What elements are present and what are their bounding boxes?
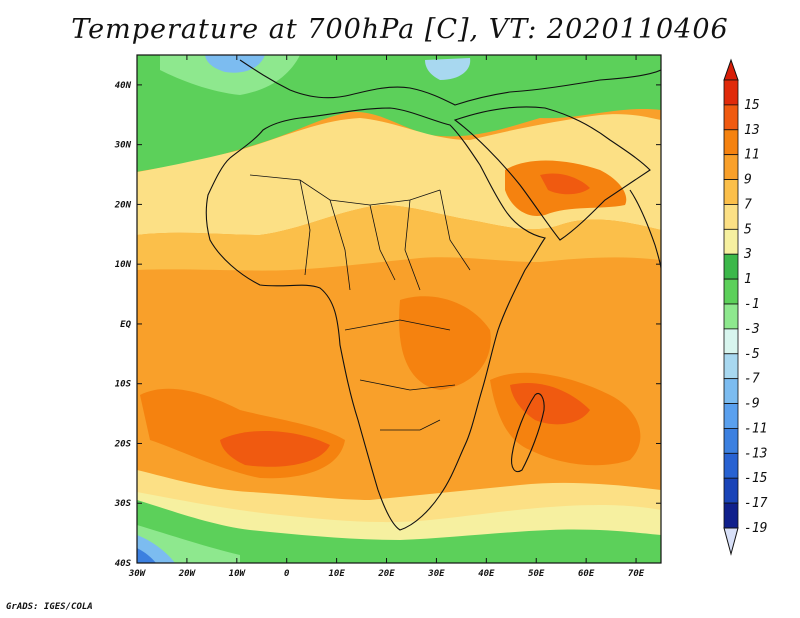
colorbar-swatch <box>723 179 739 205</box>
field-satlantic-hotter <box>220 430 330 467</box>
field-south-deepblue <box>137 548 156 563</box>
colorbar-label: -13 <box>744 446 767 461</box>
field-madagascar-hotter <box>510 382 590 425</box>
colorbar-label: 11 <box>744 148 760 163</box>
colorbar-label: 7 <box>744 197 752 212</box>
colorbar-label: 3 <box>743 247 752 262</box>
field-south-green <box>137 500 661 563</box>
map-frame <box>136 54 662 564</box>
colorbar-label: -9 <box>744 397 760 412</box>
india-coastline <box>629 189 661 269</box>
lon-tick-label: 20W <box>178 569 197 579</box>
colorbar-label: -1 <box>744 297 760 312</box>
lon-tick-label: 60E <box>578 569 595 579</box>
colorbar-swatch <box>723 502 739 529</box>
colorbar-label: 1 <box>744 272 752 287</box>
colorbar-swatch <box>723 204 739 230</box>
colorbar-swatch <box>723 129 739 156</box>
colorbar-swatch <box>723 477 739 504</box>
colorbar-label: 15 <box>744 98 760 113</box>
colorbar-bottom-arrow <box>723 527 739 556</box>
colorbar-label: -5 <box>744 347 760 362</box>
colorbar-label: 5 <box>744 222 752 237</box>
arabia-coastline <box>453 106 651 241</box>
colorbar-swatch <box>723 353 739 380</box>
colorbar-label: 9 <box>744 173 752 188</box>
field-north-blue <box>205 55 265 73</box>
colorbar-swatch <box>723 228 739 255</box>
colorbar-swatch <box>723 403 739 429</box>
field-arabia-hotter <box>540 173 590 195</box>
lat-tick-label: EQ <box>120 320 131 330</box>
colorbar-swatch <box>723 303 739 330</box>
colorbar-label: 13 <box>744 123 760 138</box>
lon-tick-label: 70E <box>628 569 645 579</box>
colorbar-label: -15 <box>744 471 768 486</box>
colorbar-swatch <box>723 452 739 479</box>
lon-tick-label: 30W <box>128 569 147 579</box>
lat-tick-label: 40N <box>115 81 132 91</box>
lat-tick-label: 20S <box>114 439 132 449</box>
colorbar-label: -7 <box>744 372 760 387</box>
lon-tick-label: 50E <box>528 569 545 579</box>
coastlines <box>205 59 661 531</box>
lat-tick-label: 10S <box>115 380 132 390</box>
lat-tick-label: 20N <box>114 200 132 210</box>
colorbar-swatch <box>723 154 739 180</box>
lon-tick-label: 10E <box>328 569 345 579</box>
latitude-axis: 40N 30N 20N 10N EQ 10S 20S 30S 40S <box>114 81 661 569</box>
colorbar-swatch <box>723 104 739 131</box>
lon-tick-label: 30E <box>427 569 445 579</box>
longitude-axis: 30W 20W 10W 0 10E 20E 30E 40E 50E 60E 70E <box>128 55 645 579</box>
footer-credit: GrADS: IGES/COLA <box>6 602 93 612</box>
madagascar-coastline <box>511 392 545 473</box>
field-congo-warm <box>399 296 491 390</box>
lat-tick-label: 30N <box>114 141 132 151</box>
lat-tick-label: 30S <box>114 499 132 509</box>
colorbar-swatch <box>723 378 739 404</box>
field-north-blue2 <box>425 58 471 80</box>
africa-coastline <box>205 107 546 531</box>
europe-coastline <box>239 59 661 106</box>
colorbar-swatch <box>723 253 739 280</box>
lon-tick-label: 10W <box>229 569 247 579</box>
lon-tick-label: 20E <box>377 569 395 579</box>
field-sahel-orange <box>137 205 661 271</box>
lon-tick-label: 0 <box>284 569 290 579</box>
colorbar: 15 13 11 9 7 5 3 1 -1 -3 -5 -7 -9 -11 -13 -15 -17 -19 <box>723 58 768 556</box>
colorbar-swatch <box>723 428 739 454</box>
chart-title: Temperature at 700hPa [C], VT: 202011040… <box>71 14 729 45</box>
lat-tick-label: 40S <box>115 559 132 569</box>
lat-tick-label: 10N <box>115 260 132 270</box>
colorbar-label: -11 <box>744 421 767 436</box>
country-borders <box>249 174 471 431</box>
colorbar-label: -3 <box>744 322 760 337</box>
colorbar-swatch <box>723 79 739 106</box>
colorbar-label: -19 <box>744 521 767 536</box>
field-north-lightgreen <box>160 55 300 95</box>
colorbar-swatch <box>723 278 739 305</box>
colorbar-top-arrow <box>723 58 739 81</box>
colorbar-label: -17 <box>744 496 768 511</box>
colorbar-swatch <box>723 328 739 355</box>
lon-tick-label: 40E <box>478 569 495 579</box>
